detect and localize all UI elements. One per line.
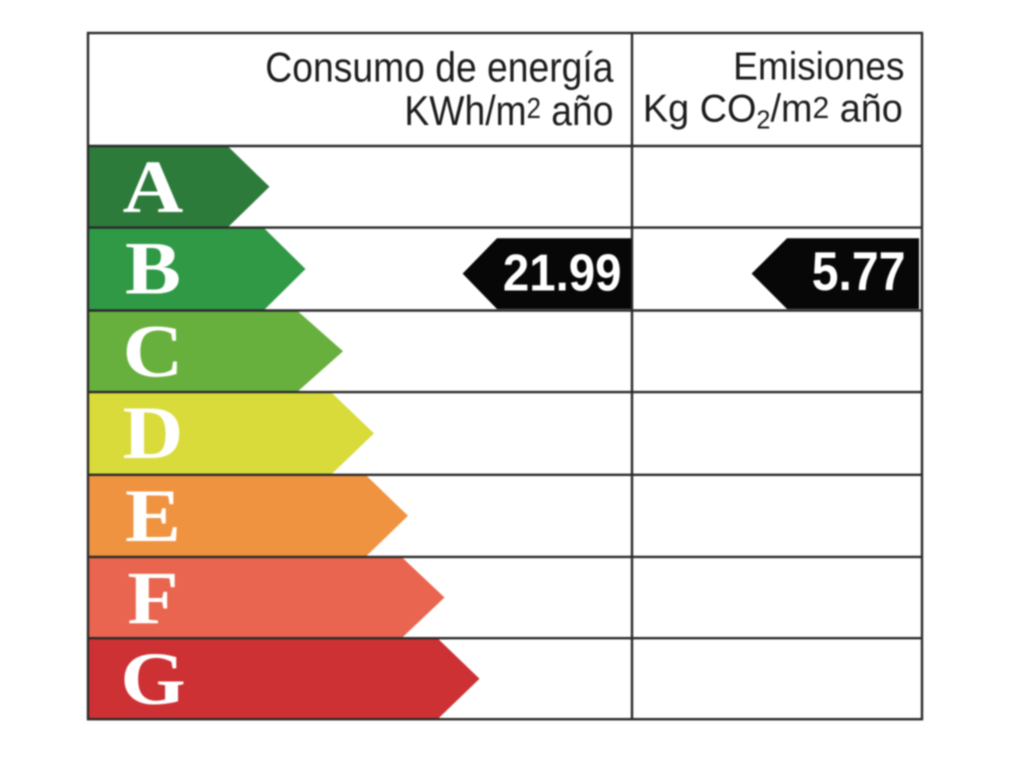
svg-text:Emisiones: Emisiones [733,46,904,89]
svg-text:A: A [123,146,184,229]
svg-text:E: E [125,475,181,558]
svg-text:F: F [127,557,178,640]
svg-text:C: C [123,311,184,394]
svg-text:5.77: 5.77 [812,240,906,302]
svg-text:Consumo de energía: Consumo de energía [265,44,614,91]
svg-text:21.99: 21.99 [503,243,622,302]
svg-text:B: B [125,228,181,311]
svg-text:G: G [120,638,185,721]
svg-text:D: D [123,392,184,475]
svg-text:KWh/m2 año: KWh/m2 año [404,88,613,135]
svg-text:Kg CO2/m2 año: Kg CO2/m2 año [643,87,903,135]
